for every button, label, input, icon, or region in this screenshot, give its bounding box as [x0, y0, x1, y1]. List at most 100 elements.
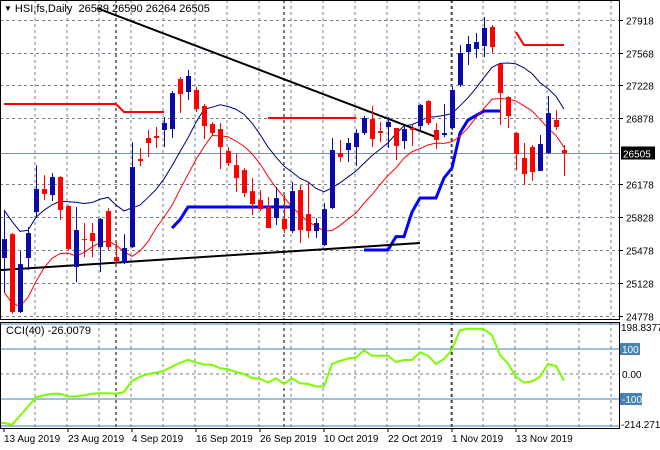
cci-panel: [0, 323, 619, 427]
candle-body: [258, 200, 263, 210]
candle: [82, 223, 87, 258]
ma-upper-line: [3, 62, 565, 232]
grid: [0, 0, 619, 428]
dropdown-triangle-icon[interactable]: ▼: [4, 4, 12, 13]
candle-body: [370, 119, 375, 140]
candle: [2, 210, 7, 293]
candle-body: [434, 130, 439, 141]
candle: [90, 223, 95, 258]
y-tick-label: 26878: [626, 115, 654, 126]
candle-body: [282, 218, 287, 230]
candle-body: [66, 206, 71, 250]
candle-body: [58, 177, 63, 211]
symbol-title: HSI,fs,Daily: [14, 3, 73, 15]
chart-header: ▼ HSI,fs,Daily 26539 26590 26264 26505: [4, 3, 213, 15]
low-value: 26264: [145, 3, 177, 15]
candle: [138, 148, 143, 167]
candle-body: [106, 211, 111, 248]
candle: [58, 176, 63, 221]
current-price-tag: [621, 146, 655, 160]
y-tick-label: 25478: [626, 247, 654, 258]
cci-label: CCI(40) -26.0079: [6, 325, 91, 337]
candle: [450, 87, 455, 131]
candle-body: [346, 143, 351, 150]
candle: [338, 140, 343, 163]
candle-body: [354, 133, 359, 148]
candle: [10, 232, 15, 315]
candle-body: [314, 223, 319, 232]
candle-body: [74, 230, 79, 268]
candle-body: [362, 118, 367, 134]
candle: [162, 117, 167, 148]
candle-body: [42, 189, 47, 195]
close-value: 26505: [179, 3, 210, 15]
candle: [522, 143, 527, 186]
candle: [66, 205, 71, 251]
x-tick-label: 10 Oct 2019: [324, 434, 379, 445]
candle: [482, 16, 487, 58]
candle: [354, 129, 359, 167]
candle: [394, 128, 399, 161]
cci-level-label: 100: [622, 345, 639, 356]
candle: [466, 36, 471, 66]
cci-max-label: 198.8377: [621, 323, 660, 334]
candle-body: [514, 133, 519, 155]
candle-body: [82, 239, 87, 241]
candle-body: [538, 144, 543, 172]
candle: [130, 142, 135, 249]
candle: [546, 96, 551, 155]
candle-body: [442, 133, 447, 136]
candle-body: [458, 52, 463, 86]
candle-body: [138, 159, 143, 162]
main-panel-border: [0, 0, 620, 320]
trendline: [0, 242, 421, 272]
candle-body: [26, 233, 31, 259]
cci-line: [0, 327, 565, 426]
cci-name: CCI(40): [6, 325, 45, 337]
x-tick-label: 1 Nov 2019: [452, 434, 504, 445]
candle: [306, 183, 311, 239]
y-tick-label: 26178: [626, 181, 654, 192]
candle: [378, 121, 383, 143]
candle-body: [522, 158, 527, 175]
cci-min-label: -214.2710: [621, 420, 660, 431]
trendlines: [0, 7, 437, 272]
candle: [458, 44, 463, 88]
candle: [178, 77, 183, 114]
candle-body: [194, 90, 199, 110]
x-tick-label: 22 Oct 2019: [388, 434, 443, 445]
y-tick-label: 25128: [626, 280, 654, 291]
candle-body: [530, 147, 535, 173]
candle: [554, 110, 559, 131]
candle-body: [506, 97, 511, 117]
candle-body: [410, 128, 415, 131]
y-tick-label: 25828: [626, 214, 654, 225]
candle: [146, 130, 151, 158]
high-value: 26590: [112, 3, 143, 15]
y-tick-label: 27228: [626, 82, 654, 93]
candle: [426, 100, 431, 126]
candle-body: [98, 218, 103, 248]
candle-body: [298, 190, 303, 231]
candle: [50, 173, 55, 202]
candle-body: [50, 177, 55, 196]
candle-body: [290, 191, 295, 232]
candle-body: [186, 75, 191, 93]
step-levels: [4, 31, 564, 252]
candle-body: [266, 207, 271, 229]
candles: [2, 16, 567, 315]
candle-body: [202, 106, 207, 127]
candle: [506, 96, 511, 129]
candle-body: [10, 234, 15, 313]
candle: [514, 131, 519, 171]
cci-level-tag: [620, 343, 640, 355]
candle: [210, 121, 215, 136]
resistance-step-line: [515, 31, 564, 46]
x-tick-label: 16 Sep 2019: [196, 434, 253, 445]
candle-body: [226, 151, 231, 164]
candle: [242, 168, 247, 198]
candle: [250, 178, 255, 216]
candle: [370, 106, 375, 148]
candle-body: [466, 44, 471, 53]
candle-body: [386, 121, 391, 127]
